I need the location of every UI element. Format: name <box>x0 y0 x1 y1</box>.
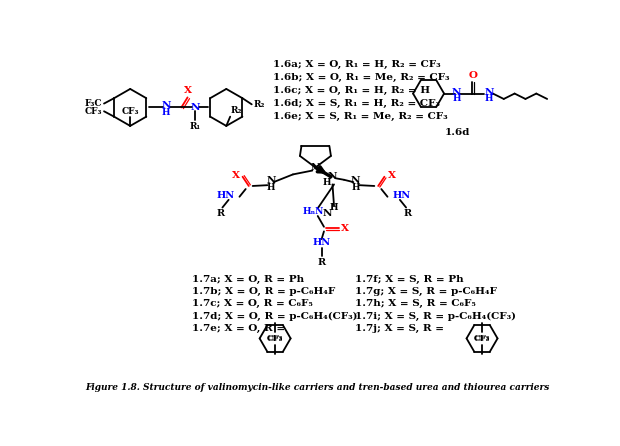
Text: 1.7g; X = S, R = p-C₆H₄F: 1.7g; X = S, R = p-C₆H₄F <box>355 287 497 296</box>
Text: 1.7c; X = O, R = C₆F₅: 1.7c; X = O, R = C₆F₅ <box>192 299 313 308</box>
Text: H: H <box>267 183 275 192</box>
Text: 1.7a; X = O, R = Ph: 1.7a; X = O, R = Ph <box>192 274 304 284</box>
Text: X: X <box>388 171 396 180</box>
Text: F₃C: F₃C <box>85 99 102 108</box>
Text: HN: HN <box>217 191 235 200</box>
Text: R: R <box>217 209 225 218</box>
Text: R₂: R₂ <box>231 106 242 115</box>
Text: R₂: R₂ <box>253 100 265 109</box>
Text: 1.6b; X = O, R₁ = Me, R₂ = CF₃: 1.6b; X = O, R₁ = Me, R₂ = CF₃ <box>273 73 450 82</box>
Text: 1.7j; X = S, R =: 1.7j; X = S, R = <box>355 324 444 333</box>
Text: CF₃: CF₃ <box>474 334 490 342</box>
Text: 1.7h; X = S, R = C₆F₅: 1.7h; X = S, R = C₆F₅ <box>355 299 476 308</box>
Text: X: X <box>341 224 349 233</box>
Text: N: N <box>323 209 332 218</box>
Text: N: N <box>190 103 200 112</box>
Text: CF₃: CF₃ <box>122 107 139 116</box>
Text: 1.7d; X = O, R = p-C₆H₄(CF₃): 1.7d; X = O, R = p-C₆H₄(CF₃) <box>192 311 358 321</box>
Text: CF₃: CF₃ <box>85 107 102 116</box>
Text: N: N <box>311 163 320 172</box>
Text: H: H <box>485 95 494 103</box>
Text: N: N <box>267 176 276 185</box>
Text: CF₃: CF₃ <box>267 335 283 343</box>
Text: N: N <box>161 101 171 110</box>
Text: 1.7e; X = O, R =: 1.7e; X = O, R = <box>192 324 285 333</box>
Text: 1.7f; X = S, R = Ph: 1.7f; X = S, R = Ph <box>355 274 464 284</box>
Text: N: N <box>351 176 360 185</box>
Text: CF₃: CF₃ <box>267 334 283 342</box>
Text: HₙN: HₙN <box>303 207 324 216</box>
Text: H: H <box>352 183 360 192</box>
Text: O: O <box>468 71 477 80</box>
Text: 1.7b; X = O, R = p-C₆H₄F: 1.7b; X = O, R = p-C₆H₄F <box>192 287 335 296</box>
Text: 1.6a; X = O, R₁ = H, R₂ = CF₃: 1.6a; X = O, R₁ = H, R₂ = CF₃ <box>273 60 440 69</box>
Text: N: N <box>484 87 494 96</box>
Text: H: H <box>330 203 339 212</box>
Text: 1.6d; X = S, R₁ = H, R₂ = CF₃: 1.6d; X = S, R₁ = H, R₂ = CF₃ <box>273 99 440 108</box>
Text: X: X <box>231 171 239 180</box>
Text: HN: HN <box>312 238 330 247</box>
Text: 1.6d: 1.6d <box>445 128 470 137</box>
Text: 1.6e; X = S, R₁ = Me, R₂ = CF₃: 1.6e; X = S, R₁ = Me, R₂ = CF₃ <box>273 112 448 121</box>
Text: X: X <box>184 86 192 95</box>
Text: CF₃: CF₃ <box>474 335 490 343</box>
Text: R₁: R₁ <box>190 122 201 131</box>
Text: Figure 1.8. Structure of valinomycin-like carriers and tren-based urea and thiou: Figure 1.8. Structure of valinomycin-lik… <box>86 383 550 392</box>
Text: 1.6c; X = O, R₁ = H, R₂ = H: 1.6c; X = O, R₁ = H, R₂ = H <box>273 86 430 95</box>
Text: 1.7i; X = S, R = p-C₆H₄(CF₃): 1.7i; X = S, R = p-C₆H₄(CF₃) <box>355 311 516 321</box>
Text: N: N <box>328 172 337 181</box>
Text: H: H <box>162 108 170 117</box>
Text: R: R <box>317 258 326 267</box>
Text: H: H <box>452 95 461 103</box>
Text: HN: HN <box>392 191 410 200</box>
Text: H: H <box>323 178 331 187</box>
Text: N: N <box>452 87 461 96</box>
Text: R: R <box>404 209 412 218</box>
